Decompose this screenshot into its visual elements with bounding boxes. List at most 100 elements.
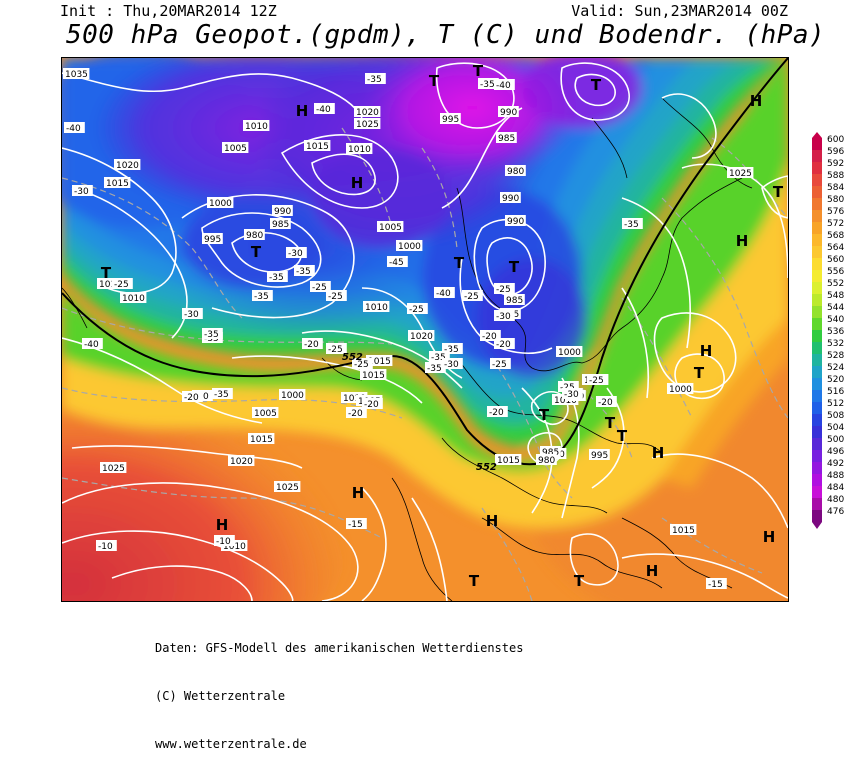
svg-text:H: H [216, 516, 229, 534]
isobar-label: 1020 [354, 106, 381, 118]
svg-text:T: T [101, 264, 112, 282]
svg-text:990: 990 [274, 207, 291, 217]
svg-text:-40: -40 [436, 289, 451, 299]
svg-text:T: T [591, 76, 602, 94]
isobar-label: 1025 [354, 118, 381, 130]
isobar-label: 990 [498, 106, 519, 118]
isotherm-label: -40 [82, 338, 103, 350]
isotherm-label: -40 [494, 79, 515, 91]
isotherm-label: -20 [480, 330, 501, 342]
legend-label-480: 480 [827, 495, 844, 505]
isotherm-label: -30 [72, 185, 93, 197]
svg-text:1005: 1005 [224, 144, 247, 154]
svg-text:H: H [736, 232, 749, 250]
low-pressure-marker: T [605, 414, 616, 432]
legend-swatch-584 [812, 186, 822, 198]
isotherm-label: -25 [407, 303, 428, 315]
svg-text:1015: 1015 [672, 526, 695, 536]
isobar-label: 1010 [243, 120, 270, 132]
isotherm-label: -20 [362, 398, 383, 410]
svg-text:985: 985 [506, 296, 523, 306]
legend-swatch-572 [812, 222, 822, 234]
isobar-label: 985 [496, 132, 517, 144]
isobar-label: 1010 [363, 301, 390, 313]
legend-swatch-528 [812, 354, 822, 366]
svg-text:1000: 1000 [669, 385, 692, 395]
svg-text:-40: -40 [316, 105, 331, 115]
legend-label-560: 560 [827, 255, 844, 265]
legend-label-568: 568 [827, 231, 844, 241]
svg-text:-25: -25 [496, 285, 511, 295]
isobar-label: 990 [505, 215, 526, 227]
isotherm-label: -35 [425, 362, 446, 374]
isobar-label: 1015 [366, 355, 393, 367]
low-pressure-marker: T [617, 427, 628, 445]
legend-label-528: 528 [827, 351, 844, 361]
label-552: 552 [342, 352, 363, 363]
svg-text:-10: -10 [216, 537, 231, 547]
svg-text:T: T [539, 406, 550, 424]
high-pressure-marker: H [736, 232, 749, 250]
svg-text:-20: -20 [348, 409, 363, 419]
legend-swatch-504 [812, 426, 822, 438]
svg-text:-45: -45 [389, 258, 404, 268]
legend-swatch-476 [812, 510, 822, 522]
isotherm-label: -20 [494, 338, 515, 350]
legend-label-548: 548 [827, 291, 844, 301]
isobar-label: 1000 [396, 240, 423, 252]
isotherm-label: -25 [352, 358, 373, 370]
legend-swatch-532 [812, 342, 822, 354]
high-pressure-marker: H [763, 528, 776, 546]
high-pressure-marker: H [351, 174, 364, 192]
isotherm-label: -20 [346, 407, 367, 419]
svg-text:1015: 1015 [362, 371, 385, 381]
svg-text:1020: 1020 [116, 161, 139, 171]
high-pressure-marker: H [296, 102, 309, 120]
svg-text:-15: -15 [348, 520, 363, 530]
legend-swatch-500 [812, 438, 822, 450]
svg-text:-20: -20 [304, 340, 319, 350]
isobar-label: 985 [504, 294, 525, 306]
legend-swatch-556 [812, 270, 822, 282]
isobar-label: 1005 [222, 142, 249, 154]
isobar-label: 980 [505, 165, 526, 177]
svg-text:H: H [296, 102, 309, 120]
svg-text:-35: -35 [427, 364, 442, 374]
isotherm-label: -25 [462, 290, 483, 302]
svg-text:H: H [763, 528, 776, 546]
svg-text:-25: -25 [328, 345, 343, 355]
isobar-label: 1015 [304, 140, 331, 152]
low-pressure-marker: T [694, 364, 705, 382]
svg-text:T: T [454, 254, 465, 272]
isotherm-label: -10 [96, 540, 117, 552]
isobar-label: 995 [589, 449, 610, 461]
isotherm-label: -25 [494, 283, 515, 295]
legend-label-516: 516 [827, 387, 844, 397]
svg-text:-40: -40 [496, 81, 511, 91]
legend-swatch-564 [812, 246, 822, 258]
map-labels: 1035102010151010100510009959909859801015… [63, 62, 784, 590]
isobar-label: 980 [244, 229, 265, 241]
isotherm-label: -35 [267, 271, 288, 283]
low-pressure-marker: T [469, 572, 480, 590]
svg-text:-40: -40 [66, 124, 81, 134]
isotherm-label: -25 [310, 281, 331, 293]
svg-text:1010: 1010 [348, 145, 371, 155]
high-pressure-marker: H [700, 342, 713, 360]
svg-text:-35: -35 [624, 220, 639, 230]
isotherm-label: -35 [365, 73, 386, 85]
low-pressure-marker: T [509, 258, 520, 276]
website-link[interactable]: www.wetterzentrale.de [155, 737, 307, 751]
legend-label-552: 552 [827, 279, 844, 289]
svg-text:-30: -30 [74, 187, 89, 197]
legend-swatch-560 [812, 258, 822, 270]
svg-text:1020: 1020 [356, 108, 379, 118]
legend-label-492: 492 [827, 459, 844, 469]
low-pressure-marker: T [539, 406, 550, 424]
svg-text:990: 990 [502, 194, 519, 204]
legend-swatch-576 [812, 210, 822, 222]
low-pressure-marker: T [574, 572, 585, 590]
isobar-label: 1000 [667, 383, 694, 395]
svg-text:-25: -25 [409, 305, 424, 315]
isobar-label: 1000 [556, 346, 583, 358]
